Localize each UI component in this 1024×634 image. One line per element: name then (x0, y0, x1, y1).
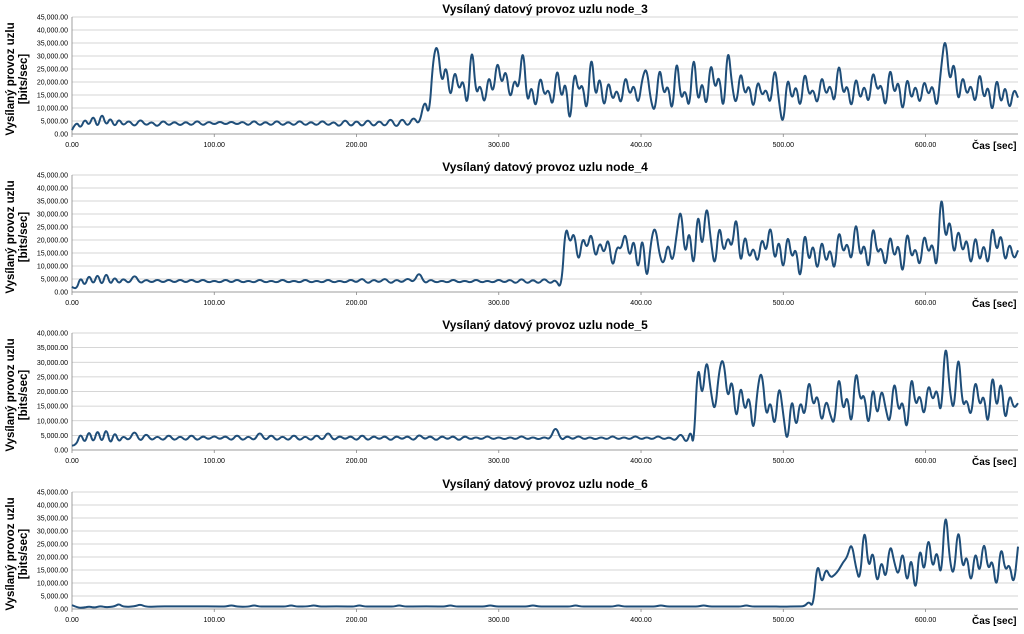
y-tick-label: 15,000.00 (37, 568, 68, 575)
x-tick-label: 500.00 (773, 300, 795, 307)
y-tick-label: 35,000.00 (37, 199, 68, 206)
x-tick-label: 600.00 (915, 617, 937, 624)
chart-panel-node6: Vysílaný datový provoz uzlu node_6 Vysíl… (0, 475, 1024, 634)
x-axis-label: Čas [sec] (972, 457, 1017, 468)
y-tick-label: 45,000.00 (37, 173, 68, 180)
x-tick-label: 100.00 (204, 617, 226, 624)
chart-title: Vysílaný datový provoz uzlu node_3 (442, 2, 648, 16)
y-tick-label: 0.00 (54, 132, 68, 139)
x-tick-label: 300.00 (488, 617, 510, 624)
series-line (71, 42, 1019, 131)
x-tick-label: 0.00 (65, 142, 79, 149)
y-tick-label: 15,000.00 (37, 93, 68, 100)
y-tick-label: 10,000.00 (37, 581, 68, 588)
x-axis-label: Čas [sec] (972, 141, 1017, 152)
y-tick-label: 45,000.00 (37, 490, 68, 497)
y-tick-label: 20,000.00 (37, 80, 68, 87)
y-tick-label: 10,000.00 (37, 106, 68, 113)
chart-panel-node5: Vysílaný datový provoz uzlu node_5 Vysíl… (0, 316, 1024, 472)
y-tick-label: 40,000.00 (37, 186, 68, 193)
y-tick-label: 35,000.00 (37, 345, 68, 352)
x-tick-label: 400.00 (630, 142, 652, 149)
x-tick-label: 100.00 (204, 142, 226, 149)
x-tick-label: 400.00 (630, 300, 652, 307)
x-tick-label: 600.00 (915, 142, 937, 149)
chart-panel-node3: Vysílaný datový provoz uzlu node_3 Vysíl… (0, 0, 1024, 156)
series-line (71, 200, 1019, 290)
x-tick-label: 300.00 (488, 458, 510, 465)
x-tick-label: 600.00 (915, 458, 937, 465)
y-tick-label: 5,000.00 (41, 277, 68, 284)
x-tick-label: 200.00 (346, 458, 368, 465)
y-tick-label: 25,000.00 (37, 67, 68, 74)
y-tick-label: 30,000.00 (37, 529, 68, 536)
y-tick-label: 30,000.00 (37, 54, 68, 61)
y-tick-label: 25,000.00 (37, 225, 68, 232)
x-tick-label: 100.00 (204, 458, 226, 465)
y-tick-label: 40,000.00 (37, 503, 68, 510)
x-tick-label: 0.00 (65, 617, 79, 624)
x-tick-label: 500.00 (773, 617, 795, 624)
y-tick-label: 5,000.00 (41, 433, 68, 440)
y-tick-label: 0.00 (54, 290, 68, 297)
x-tick-label: 200.00 (346, 617, 368, 624)
y-tick-label: 45,000.00 (37, 15, 68, 22)
y-tick-label: 0.00 (54, 607, 68, 614)
chart-plot: 0.00 5,000.00 10,000.00 15,000.00 20,000.00 2… (37, 173, 1019, 307)
y-tick-label: 5,000.00 (41, 119, 68, 126)
x-tick-label: 100.00 (204, 300, 226, 307)
y-tick-label: 35,000.00 (37, 41, 68, 48)
x-tick-label: 200.00 (346, 300, 368, 307)
x-tick-label: 0.00 (65, 458, 79, 465)
y-tick-label: 35,000.00 (37, 516, 68, 523)
chart-plot: 0.00 5,000.00 10,000.00 15,000.00 20,000.00 2… (37, 15, 1019, 149)
chart-title: Vysílaný datový provoz uzlu node_5 (442, 318, 648, 332)
y-tick-label: 40,000.00 (37, 331, 68, 338)
y-tick-label: 30,000.00 (37, 212, 68, 219)
x-tick-label: 200.00 (346, 142, 368, 149)
x-tick-label: 300.00 (488, 142, 510, 149)
x-tick-label: 400.00 (630, 617, 652, 624)
chart-title: Vysílaný datový provoz uzlu node_6 (442, 477, 648, 491)
y-tick-label: 20,000.00 (37, 238, 68, 245)
series-line (71, 518, 1019, 609)
y-tick-label: 30,000.00 (37, 360, 68, 367)
chart-plot: 0.00 5,000.00 10,000.00 15,000.00 20,000.00 2… (37, 331, 1019, 465)
chart-panel-node4: Vysílaný datový provoz uzlu node_4 Vysíl… (0, 158, 1024, 314)
y-tick-label: 20,000.00 (37, 555, 68, 562)
x-tick-label: 600.00 (915, 300, 937, 307)
y-tick-label: 40,000.00 (37, 28, 68, 35)
series-line (71, 349, 1019, 447)
y-tick-label: 0.00 (54, 448, 68, 455)
x-tick-label: 300.00 (488, 300, 510, 307)
y-tick-label: 10,000.00 (37, 418, 68, 425)
y-tick-label: 10,000.00 (37, 264, 68, 271)
x-tick-label: 500.00 (773, 142, 795, 149)
y-tick-label: 15,000.00 (37, 404, 68, 411)
y-tick-label: 25,000.00 (37, 374, 68, 381)
y-tick-label: 25,000.00 (37, 542, 68, 549)
chart-plot: 0.00 5,000.00 10,000.00 15,000.00 20,000.00 2… (37, 490, 1019, 624)
chart-title: Vysílaný datový provoz uzlu node_4 (442, 160, 648, 174)
y-tick-label: 15,000.00 (37, 251, 68, 258)
y-tick-label: 20,000.00 (37, 389, 68, 396)
x-tick-label: 0.00 (65, 300, 79, 307)
x-tick-label: 400.00 (630, 458, 652, 465)
y-tick-label: 5,000.00 (41, 594, 68, 601)
x-axis-label: Čas [sec] (972, 299, 1017, 310)
x-axis-label: Čas [sec] (972, 616, 1017, 627)
x-tick-label: 500.00 (773, 458, 795, 465)
